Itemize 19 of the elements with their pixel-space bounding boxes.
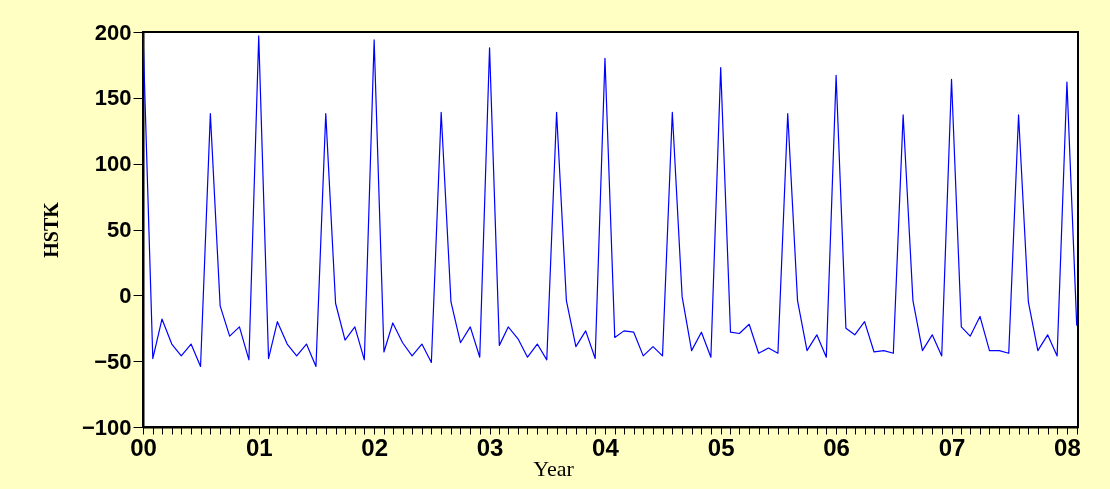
y-tick-label: 200 bbox=[94, 19, 132, 45]
x-tick-label: 08 bbox=[1054, 433, 1081, 461]
y-axis-title: HSTK bbox=[39, 201, 62, 258]
x-tick-label: 07 bbox=[938, 433, 966, 461]
x-tick-label: 05 bbox=[707, 433, 735, 461]
y-tick-label: 0 bbox=[119, 282, 132, 308]
x-tick-label: 00 bbox=[130, 433, 157, 461]
y-tick-label: −100 bbox=[81, 414, 132, 440]
x-axis-title: Year bbox=[533, 455, 575, 481]
x-tick-label: 01 bbox=[245, 433, 273, 461]
line-series bbox=[143, 32, 1078, 368]
x-tick-label: 04 bbox=[592, 433, 620, 461]
x-tick-label: 06 bbox=[823, 433, 850, 461]
y-tick-label: 150 bbox=[94, 85, 132, 111]
x-tick-label: 02 bbox=[361, 433, 388, 461]
y-tick-label: −50 bbox=[94, 348, 132, 374]
y-tick-label: 50 bbox=[107, 217, 132, 242]
x-tick-label: 03 bbox=[476, 433, 504, 461]
y-tick-label: 100 bbox=[94, 151, 132, 177]
